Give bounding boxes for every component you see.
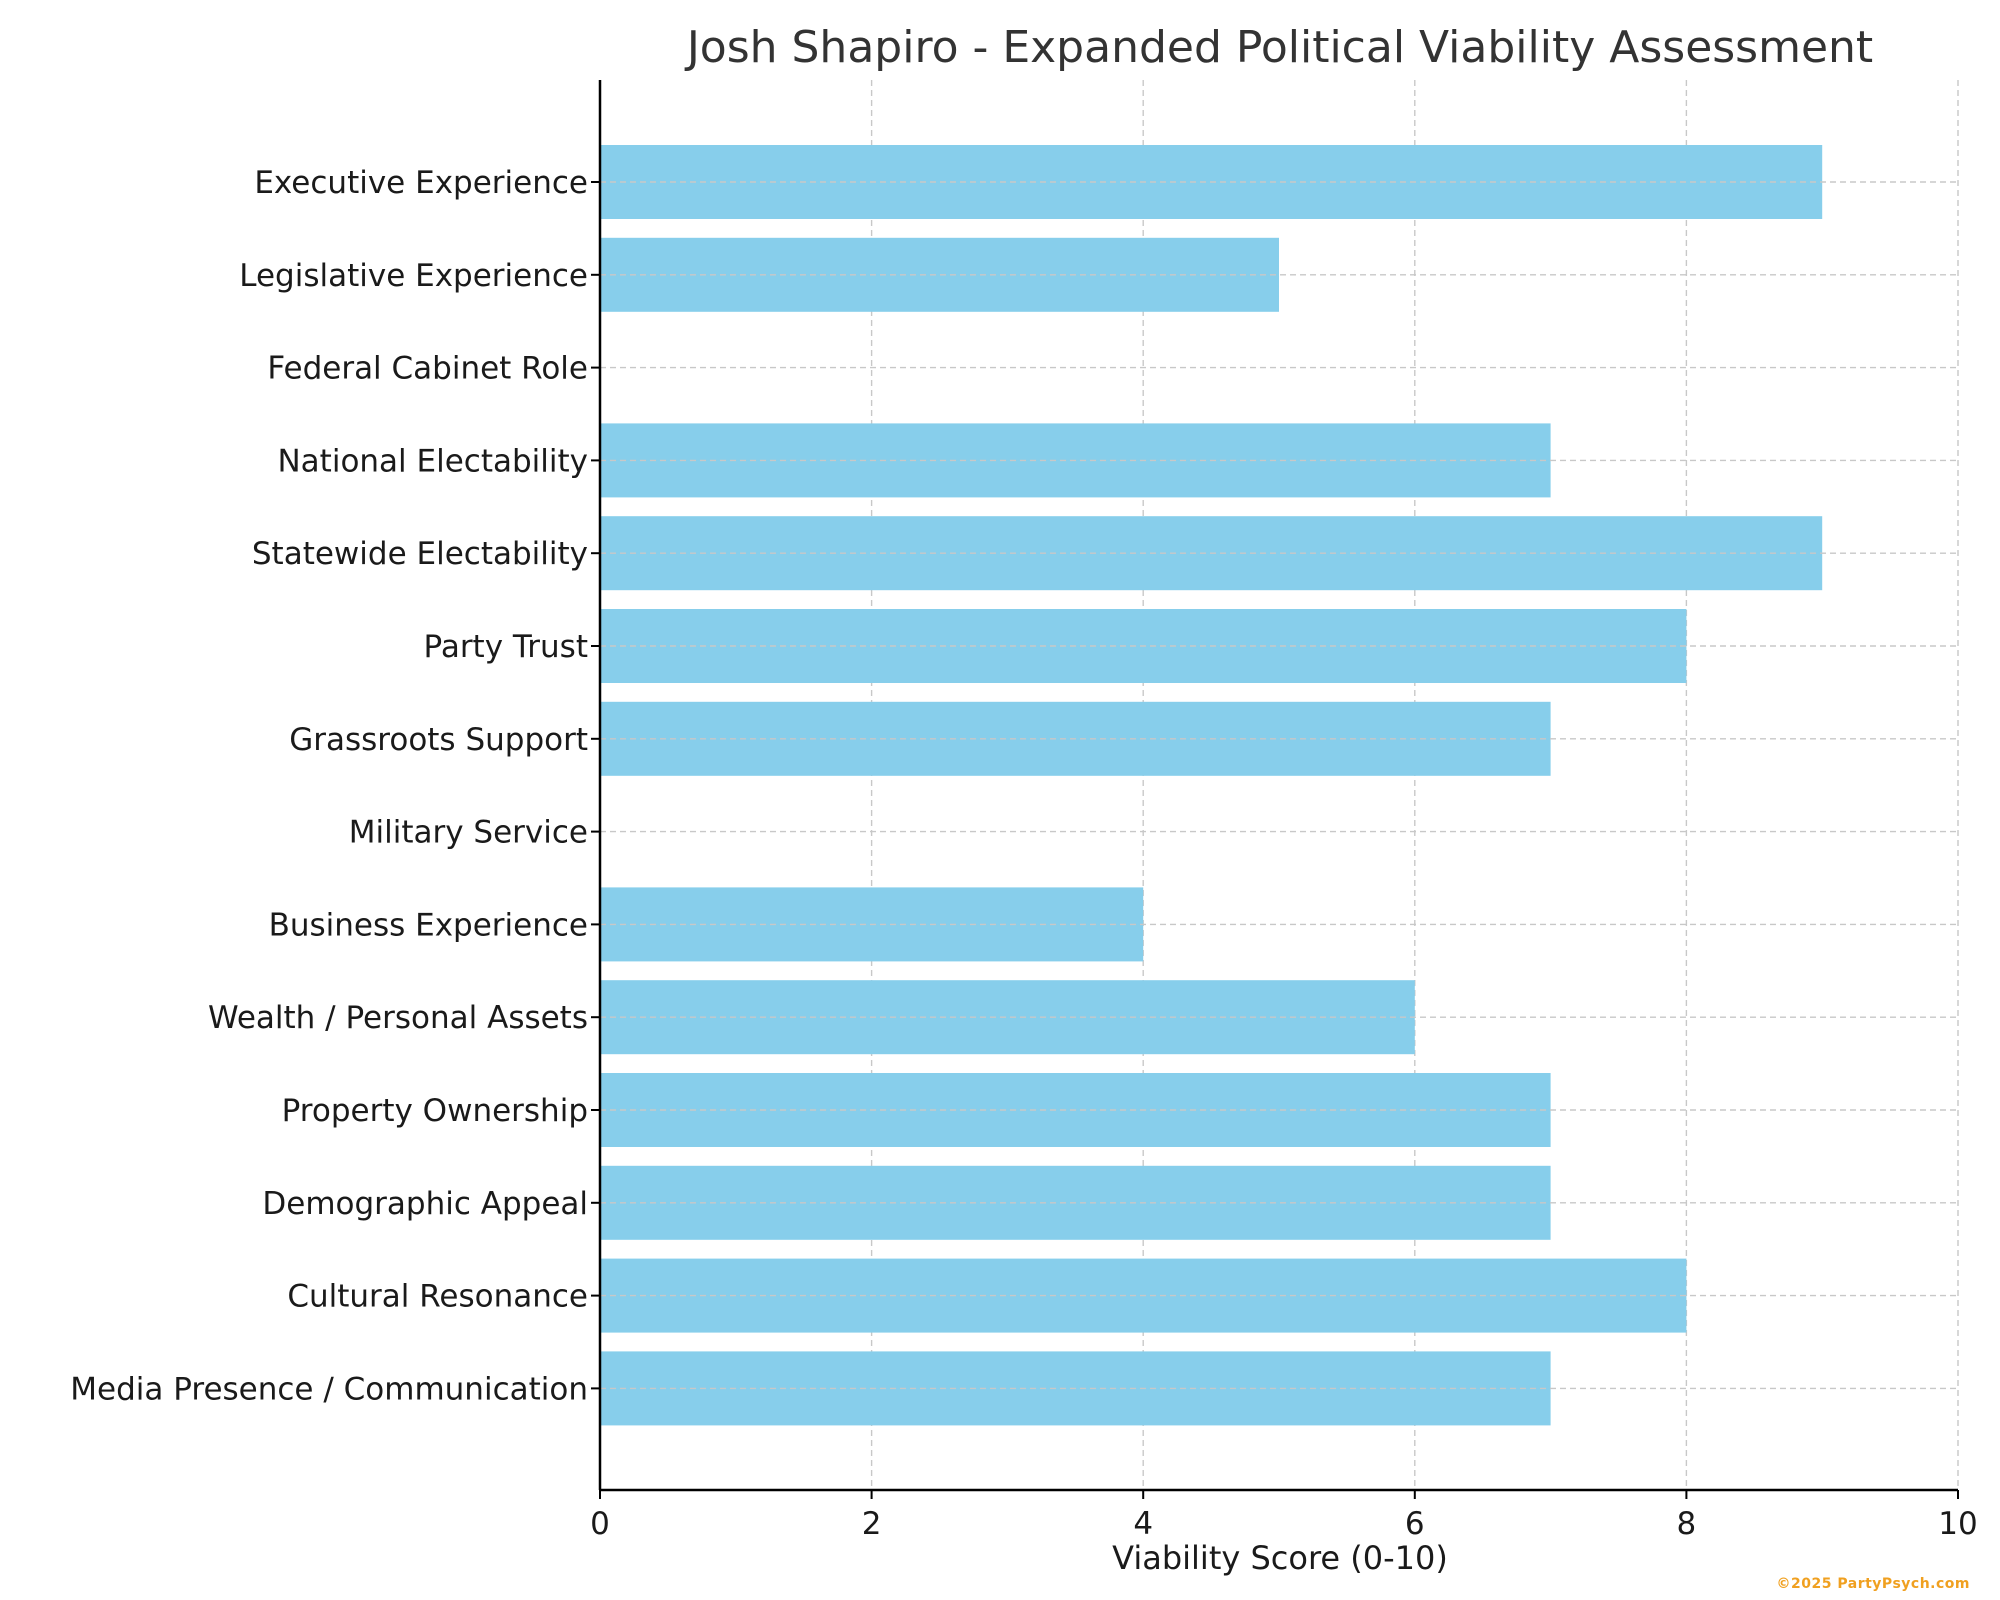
axes <box>591 80 1959 1499</box>
category-label-5: Party Trust <box>424 629 588 665</box>
category-labels: Executive Experience Legislative Experien… <box>70 165 588 1407</box>
category-label-1: Legislative Experience <box>239 258 588 294</box>
horizontal-grid-lines <box>600 181 1958 1390</box>
category-label-9: Wealth / Personal Assets <box>208 1000 588 1036</box>
category-label-2: Federal Cabinet Role <box>267 351 588 387</box>
x-tick-label-10: 10 <box>1938 1506 1977 1542</box>
x-tick-labels: 0 2 4 6 8 10 <box>590 1506 1978 1542</box>
x-tick-label-2: 2 <box>862 1506 882 1542</box>
category-label-3: National Electability <box>277 443 588 479</box>
x-tick-label-4: 4 <box>1133 1506 1153 1542</box>
x-tick-label-0: 0 <box>590 1506 610 1542</box>
category-label-11: Demographic Appeal <box>262 1186 588 1222</box>
category-label-10: Property Ownership <box>282 1093 588 1129</box>
x-tick-label-8: 8 <box>1677 1506 1697 1542</box>
category-label-8: Business Experience <box>269 907 588 943</box>
category-label-0: Executive Experience <box>254 165 588 201</box>
category-label-13: Media Presence / Communication <box>70 1371 588 1407</box>
bars <box>600 145 1823 1426</box>
x-axis-label: Viability Score (0-10) <box>1112 1539 1448 1577</box>
category-label-12: Cultural Resonance <box>287 1279 588 1315</box>
chart-title: Josh Shapiro - Expanded Political Viabil… <box>684 22 1873 73</box>
category-label-7: Military Service <box>349 815 588 851</box>
category-label-4: Statewide Electability <box>252 536 588 572</box>
watermark: ©2025 PartyPsych.com <box>1777 1576 1970 1592</box>
category-label-6: Grassroots Support <box>289 722 588 758</box>
x-tick-label-6: 6 <box>1405 1506 1425 1542</box>
